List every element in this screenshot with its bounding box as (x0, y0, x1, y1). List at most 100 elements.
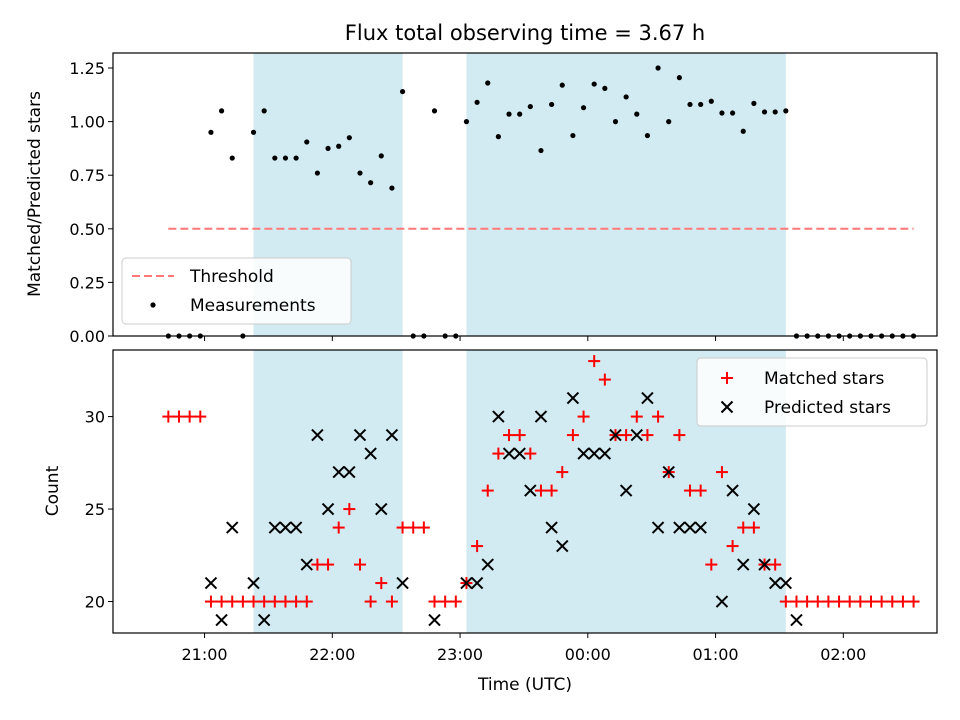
predicted-star-stroke-b (428, 613, 441, 627)
matched-star-point (726, 540, 739, 553)
predicted-star-stroke-b (311, 428, 324, 442)
measurement-point (772, 109, 778, 115)
measurement-point (634, 111, 640, 117)
matched-star-point (513, 429, 526, 442)
matched-star-point (449, 595, 462, 608)
matched-star-point (407, 521, 420, 534)
predicted-star-stroke-b (268, 521, 282, 534)
measurement-point (719, 110, 725, 116)
predicted-star-stroke-b (502, 447, 516, 460)
predicted-legend-label: Predicted stars (764, 398, 891, 418)
predicted-star-stroke-b (673, 521, 686, 534)
matched-star-point (790, 595, 803, 608)
measurement-point (506, 111, 512, 117)
matched-star-point (811, 595, 824, 608)
predicted-star-point (385, 428, 399, 442)
matched-star-point (258, 595, 271, 608)
predicted-star-point (641, 391, 654, 405)
predicted-star-stroke-b (545, 521, 558, 534)
predicted-star-point (279, 521, 292, 534)
measurement-point (336, 143, 342, 149)
matched-star-point (630, 410, 643, 423)
predicted-star-stroke-b (204, 576, 218, 590)
measurement-point (431, 108, 438, 114)
bottom-axes-frame (112, 349, 938, 634)
top-y-tick-label: 0.25 (69, 273, 105, 292)
predicted-star-stroke-b (492, 410, 505, 423)
predicted-star-point (289, 521, 303, 534)
matched-star-point (886, 595, 899, 608)
predicted-star-stroke-b (747, 502, 761, 516)
matched-star-point (833, 595, 846, 608)
bottom-y-tick-label: 25 (85, 500, 105, 519)
predicted-star-stroke-b (556, 539, 569, 553)
top-panel: Flux total observing time = 3.67 h 0.000… (25, 21, 938, 346)
measurement-point (612, 119, 619, 125)
matched-star-point (268, 595, 281, 608)
matched-star-point (534, 484, 547, 497)
predicted-star-stroke-b (353, 428, 367, 442)
matched-star-point (247, 595, 260, 608)
matched-star-point (481, 484, 494, 497)
measurement-point (474, 99, 480, 105)
measurement-point (218, 108, 225, 114)
predicted-star-point (513, 447, 526, 460)
matched-star-point (428, 595, 441, 608)
predicted-star-point (577, 447, 590, 460)
measurement-point (549, 101, 555, 108)
predicted-star-point (353, 428, 367, 442)
predicted-star-point (715, 595, 729, 608)
predicted-star-point (768, 576, 782, 590)
measurement-point (463, 119, 470, 125)
predicted-star-stroke-b (651, 521, 665, 534)
predicted-star-stroke-b (726, 484, 739, 497)
predicted-star-point (694, 521, 707, 534)
matched-star-point (396, 521, 409, 534)
predicted-star-point (268, 521, 282, 534)
predicted-star-point (524, 484, 537, 497)
matched-star-point (226, 595, 239, 608)
predicted-star-stroke-b (694, 521, 707, 534)
measurement-point (687, 101, 693, 108)
measurement-point (399, 88, 406, 95)
matched-star-point (545, 484, 558, 497)
predicted-star-point (790, 613, 803, 627)
predicted-star-stroke-b (279, 521, 292, 534)
predicted-star-stroke-b (534, 410, 548, 423)
matched-star-point (417, 521, 430, 534)
predicted-star-point (683, 521, 697, 534)
measurement-point (708, 98, 714, 104)
predicted-star-point (343, 465, 356, 479)
predicted-star-point (673, 521, 686, 534)
bottom-panel: 20 25 30 21:00 22:00 23:00 00:00 01:00 02:00 Matc… (43, 349, 938, 695)
predicted-star-stroke-b (737, 558, 750, 571)
top-y-tick-label: 1.25 (69, 59, 105, 78)
predicted-star-point (257, 613, 271, 627)
measurement-point (517, 111, 523, 117)
predicted-star-stroke-b (289, 521, 303, 534)
matched-star-point (694, 484, 707, 497)
matched-star-point (492, 447, 505, 460)
predicted-star-stroke-b (779, 576, 793, 590)
matched-star-point (204, 595, 217, 608)
predicted-star-stroke-b (226, 521, 239, 534)
matched-star-point (566, 429, 579, 442)
predicted-star-point (545, 521, 558, 534)
bottom-plot-area: 20 25 30 21:00 22:00 23:00 00:00 01:00 02:00 Matc… (85, 349, 938, 664)
measurement-point (740, 128, 746, 134)
predicted-star-stroke-b (662, 465, 675, 479)
predicted-star-point (502, 447, 516, 460)
matched-star-point (652, 410, 665, 423)
predicted-star-stroke-b (332, 465, 345, 479)
measurement-point (293, 155, 299, 161)
top-legend: Threshold Measurements (121, 257, 352, 325)
predicted-star-point (587, 447, 601, 460)
x-tick-label: 01:00 (693, 645, 739, 664)
matched-star-point (162, 410, 175, 423)
predicted-star-point (375, 502, 388, 516)
measurement-point (208, 129, 214, 135)
matched-star-point (705, 558, 718, 571)
matched-star-point (183, 410, 196, 423)
x-tick-label: 23:00 (437, 645, 483, 664)
measurement-point (495, 134, 501, 140)
